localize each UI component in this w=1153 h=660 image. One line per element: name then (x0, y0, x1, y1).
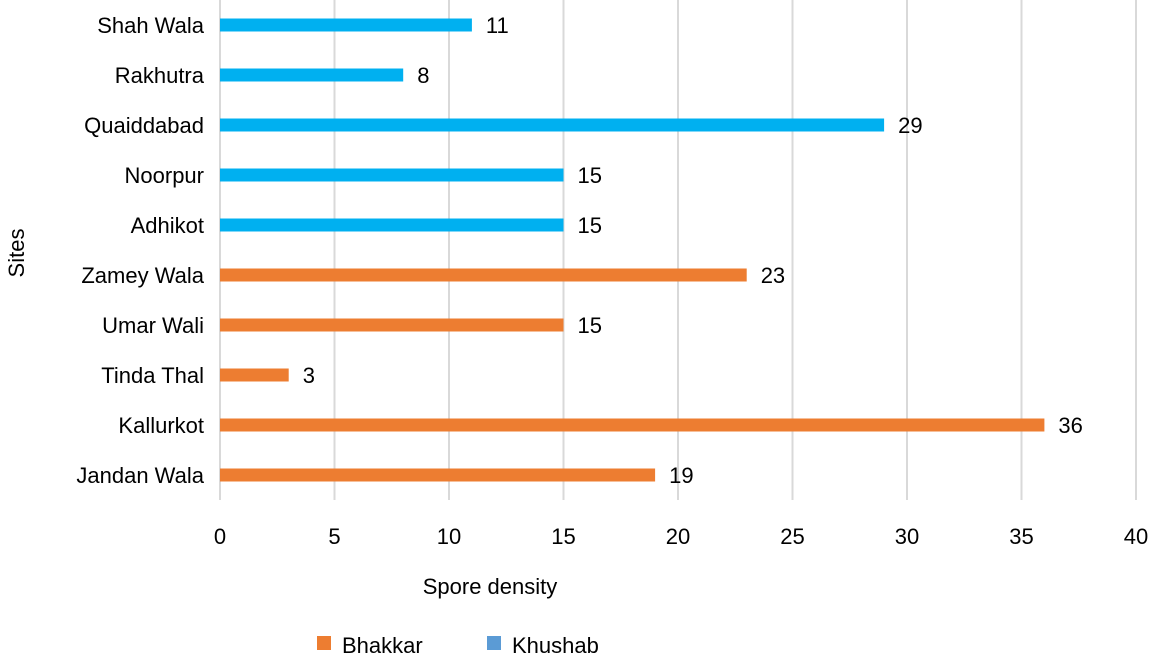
bar-jandan-wala (220, 468, 656, 482)
bar-quaiddabad (220, 118, 885, 132)
category-label-kallurkot: Kallurkot (118, 413, 204, 438)
bar-rakhutra (220, 68, 404, 82)
bar-kallurkot (220, 418, 1045, 432)
bar-noorpur (220, 168, 564, 182)
x-tick-labels: 0 5 10 15 20 25 30 35 40 (214, 524, 1148, 549)
bar-umar-wali (220, 318, 564, 332)
x-tick-20: 20 (666, 524, 690, 549)
x-tick-0: 0 (214, 524, 226, 549)
x-tick-10: 10 (437, 524, 461, 549)
data-label-jandan-wala: 19 (669, 463, 693, 488)
category-labels: Jandan Wala Kallurkot Tinda Thal Umar Wali Z… (76, 13, 204, 488)
category-label-shah-wala: Shah Wala (97, 13, 205, 38)
x-tick-40: 40 (1124, 524, 1148, 549)
bars (220, 18, 1045, 482)
data-label-adhikot: 15 (578, 213, 602, 238)
data-labels: 19 36 3 15 23 15 15 29 8 11 (303, 13, 1083, 488)
y-axis-title: Sites (4, 229, 29, 278)
bar-shah-wala (220, 18, 472, 32)
data-label-zamey-wala: 23 (761, 263, 785, 288)
x-tick-15: 15 (551, 524, 575, 549)
category-label-rakhutra: Rakhutra (115, 63, 205, 88)
legend-label-bhakkar: Bhakkar (342, 633, 423, 658)
data-label-rakhutra: 8 (417, 63, 429, 88)
legend-swatch-bhakkar (317, 636, 331, 650)
x-tick-30: 30 (895, 524, 919, 549)
legend-swatch-khushab (487, 636, 501, 650)
category-label-adhikot: Adhikot (131, 213, 204, 238)
data-label-quaiddabad: 29 (898, 113, 922, 138)
legend: Bhakkar Khushab (317, 633, 599, 658)
gridlines (219, 0, 1137, 500)
bar-adhikot (220, 218, 564, 232)
legend-label-khushab: Khushab (512, 633, 599, 658)
x-tick-35: 35 (1009, 524, 1033, 549)
category-label-jandan-wala: Jandan Wala (76, 463, 204, 488)
data-label-kallurkot: 36 (1058, 413, 1082, 438)
x-axis-title: Spore density (423, 574, 558, 599)
bar-zamey-wala (220, 268, 747, 282)
category-label-zamey-wala: Zamey Wala (81, 263, 204, 288)
x-tick-25: 25 (780, 524, 804, 549)
data-label-umar-wali: 15 (578, 313, 602, 338)
category-label-tinda-thal: Tinda Thal (101, 363, 204, 388)
data-label-noorpur: 15 (578, 163, 602, 188)
data-label-shah-wala: 11 (486, 13, 509, 38)
category-label-umar-wali: Umar Wali (102, 313, 204, 338)
bar-tinda-thal (220, 368, 289, 382)
x-tick-5: 5 (328, 524, 340, 549)
category-label-quaiddabad: Quaiddabad (84, 113, 204, 138)
data-label-tinda-thal: 3 (303, 363, 315, 388)
category-label-noorpur: Noorpur (125, 163, 204, 188)
